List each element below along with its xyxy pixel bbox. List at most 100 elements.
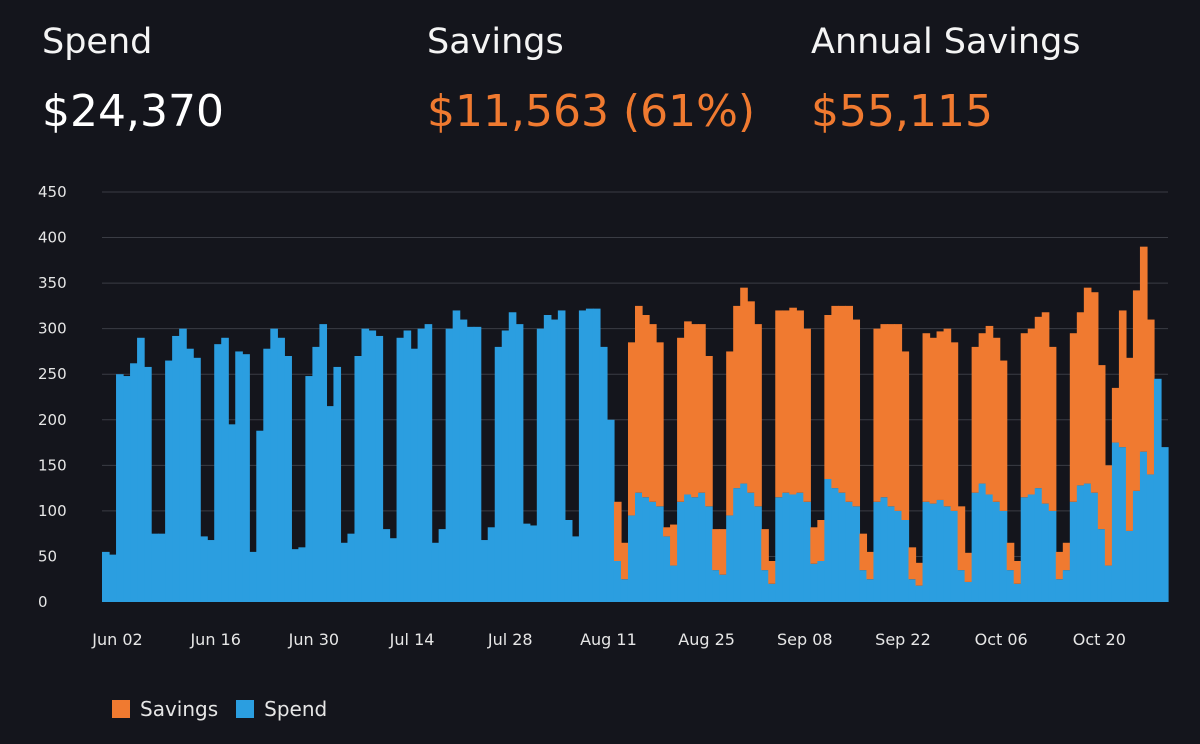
bar-spend [684,494,692,602]
bar-spend [726,515,734,602]
bar-spend [642,497,650,602]
x-tick-label: Jul 14 [389,630,435,649]
bar-spend [312,346,321,602]
bar-spend [775,497,783,602]
bar-savings [656,342,664,507]
bar-savings [1055,551,1064,580]
bar-spend [649,501,657,602]
bar-savings [1006,542,1015,571]
bar-savings [866,551,875,580]
bar-savings [754,324,762,507]
bar-spend [403,330,412,602]
bar-spend [102,551,110,602]
bar-savings [810,527,818,564]
bar-spend [1013,583,1022,602]
bar-spend [1118,447,1127,602]
bar-spend [999,510,1008,602]
bar-spend [165,360,173,602]
bar-spend [894,510,903,602]
bar-spend [880,497,889,602]
bar-spend [1146,474,1155,602]
bar-savings [999,360,1008,511]
kpi-annual-savings-label: Annual Savings [811,22,1081,62]
bar-savings [943,328,952,507]
bar-spend [1111,442,1120,602]
bar-spend [971,492,980,602]
bar-spend [782,492,790,602]
bar-savings [627,342,636,516]
bar-savings [971,346,980,493]
bar-spend [747,492,755,602]
bar-spend [1062,570,1071,602]
legend-swatch-savings [112,700,130,718]
bar-spend [326,406,335,602]
bar-spend [445,328,454,602]
bar-savings [1062,542,1071,571]
bar-spend [116,374,124,602]
bar-spend [719,574,727,602]
bar-savings [670,524,678,566]
y-tick-label: 300 [38,320,67,338]
x-tick-label: Jun 16 [189,630,240,649]
bar-spend [340,542,349,602]
bar-savings [1118,310,1127,448]
bar-savings [880,324,889,498]
y-tick-label: 0 [38,593,48,611]
bar-savings [1027,328,1036,495]
bar-savings [950,342,959,511]
y-tick-label: 450 [38,183,67,201]
bar-spend [480,540,489,602]
legend-item-spend[interactable]: Spend [236,697,327,721]
bar-spend [831,488,839,602]
bar-spend [382,529,391,602]
bar-spend [431,542,440,602]
bar-spend [691,497,699,602]
bar-savings [1013,561,1022,584]
bar-savings [1069,333,1078,502]
y-tick-label: 200 [38,411,67,429]
bar-spend [985,494,994,602]
bar-spend [515,324,524,602]
bar-spend [754,506,762,602]
bar-spend [473,326,482,602]
legend-swatch-spend [236,700,255,718]
x-tick-label: Aug 25 [678,630,735,649]
bar-savings [719,529,727,575]
legend-item-savings[interactable]: Savings [112,697,218,721]
bar-savings [1076,312,1085,486]
bar-spend [859,570,868,602]
bar-savings [936,331,945,500]
bar-spend [368,330,377,602]
bar-spend [620,579,629,602]
bar-savings [957,506,966,571]
bar-spend [656,506,664,602]
bar-spend [466,326,475,602]
bar-spend [522,523,531,602]
bar-spend [214,344,222,602]
y-tick-label: 150 [38,456,67,474]
bar-savings [1111,387,1120,443]
bar-spend [571,536,580,602]
kpi-spend-label: Spend [42,22,153,62]
bar-spend [501,330,510,602]
bar-spend [487,527,496,602]
bar-savings [761,529,769,571]
bar-savings [782,310,790,493]
bar-spend [901,520,910,602]
bar-spend [873,501,882,602]
bar-spend [1153,378,1162,602]
bar-spend [270,328,278,602]
bar-savings [733,305,741,489]
bar-spend [824,479,832,602]
bar-spend [186,348,194,602]
bar-spend [536,328,545,602]
chart-legend: Savings Spend [112,697,345,721]
bar-spend [193,357,201,602]
bar-spend [957,570,966,602]
bar-spend [137,337,145,602]
bar-savings [1104,465,1113,566]
bar-spend [978,483,987,602]
bar-spend [263,348,271,602]
bar-spend [424,324,433,602]
bar-spend [277,337,285,602]
